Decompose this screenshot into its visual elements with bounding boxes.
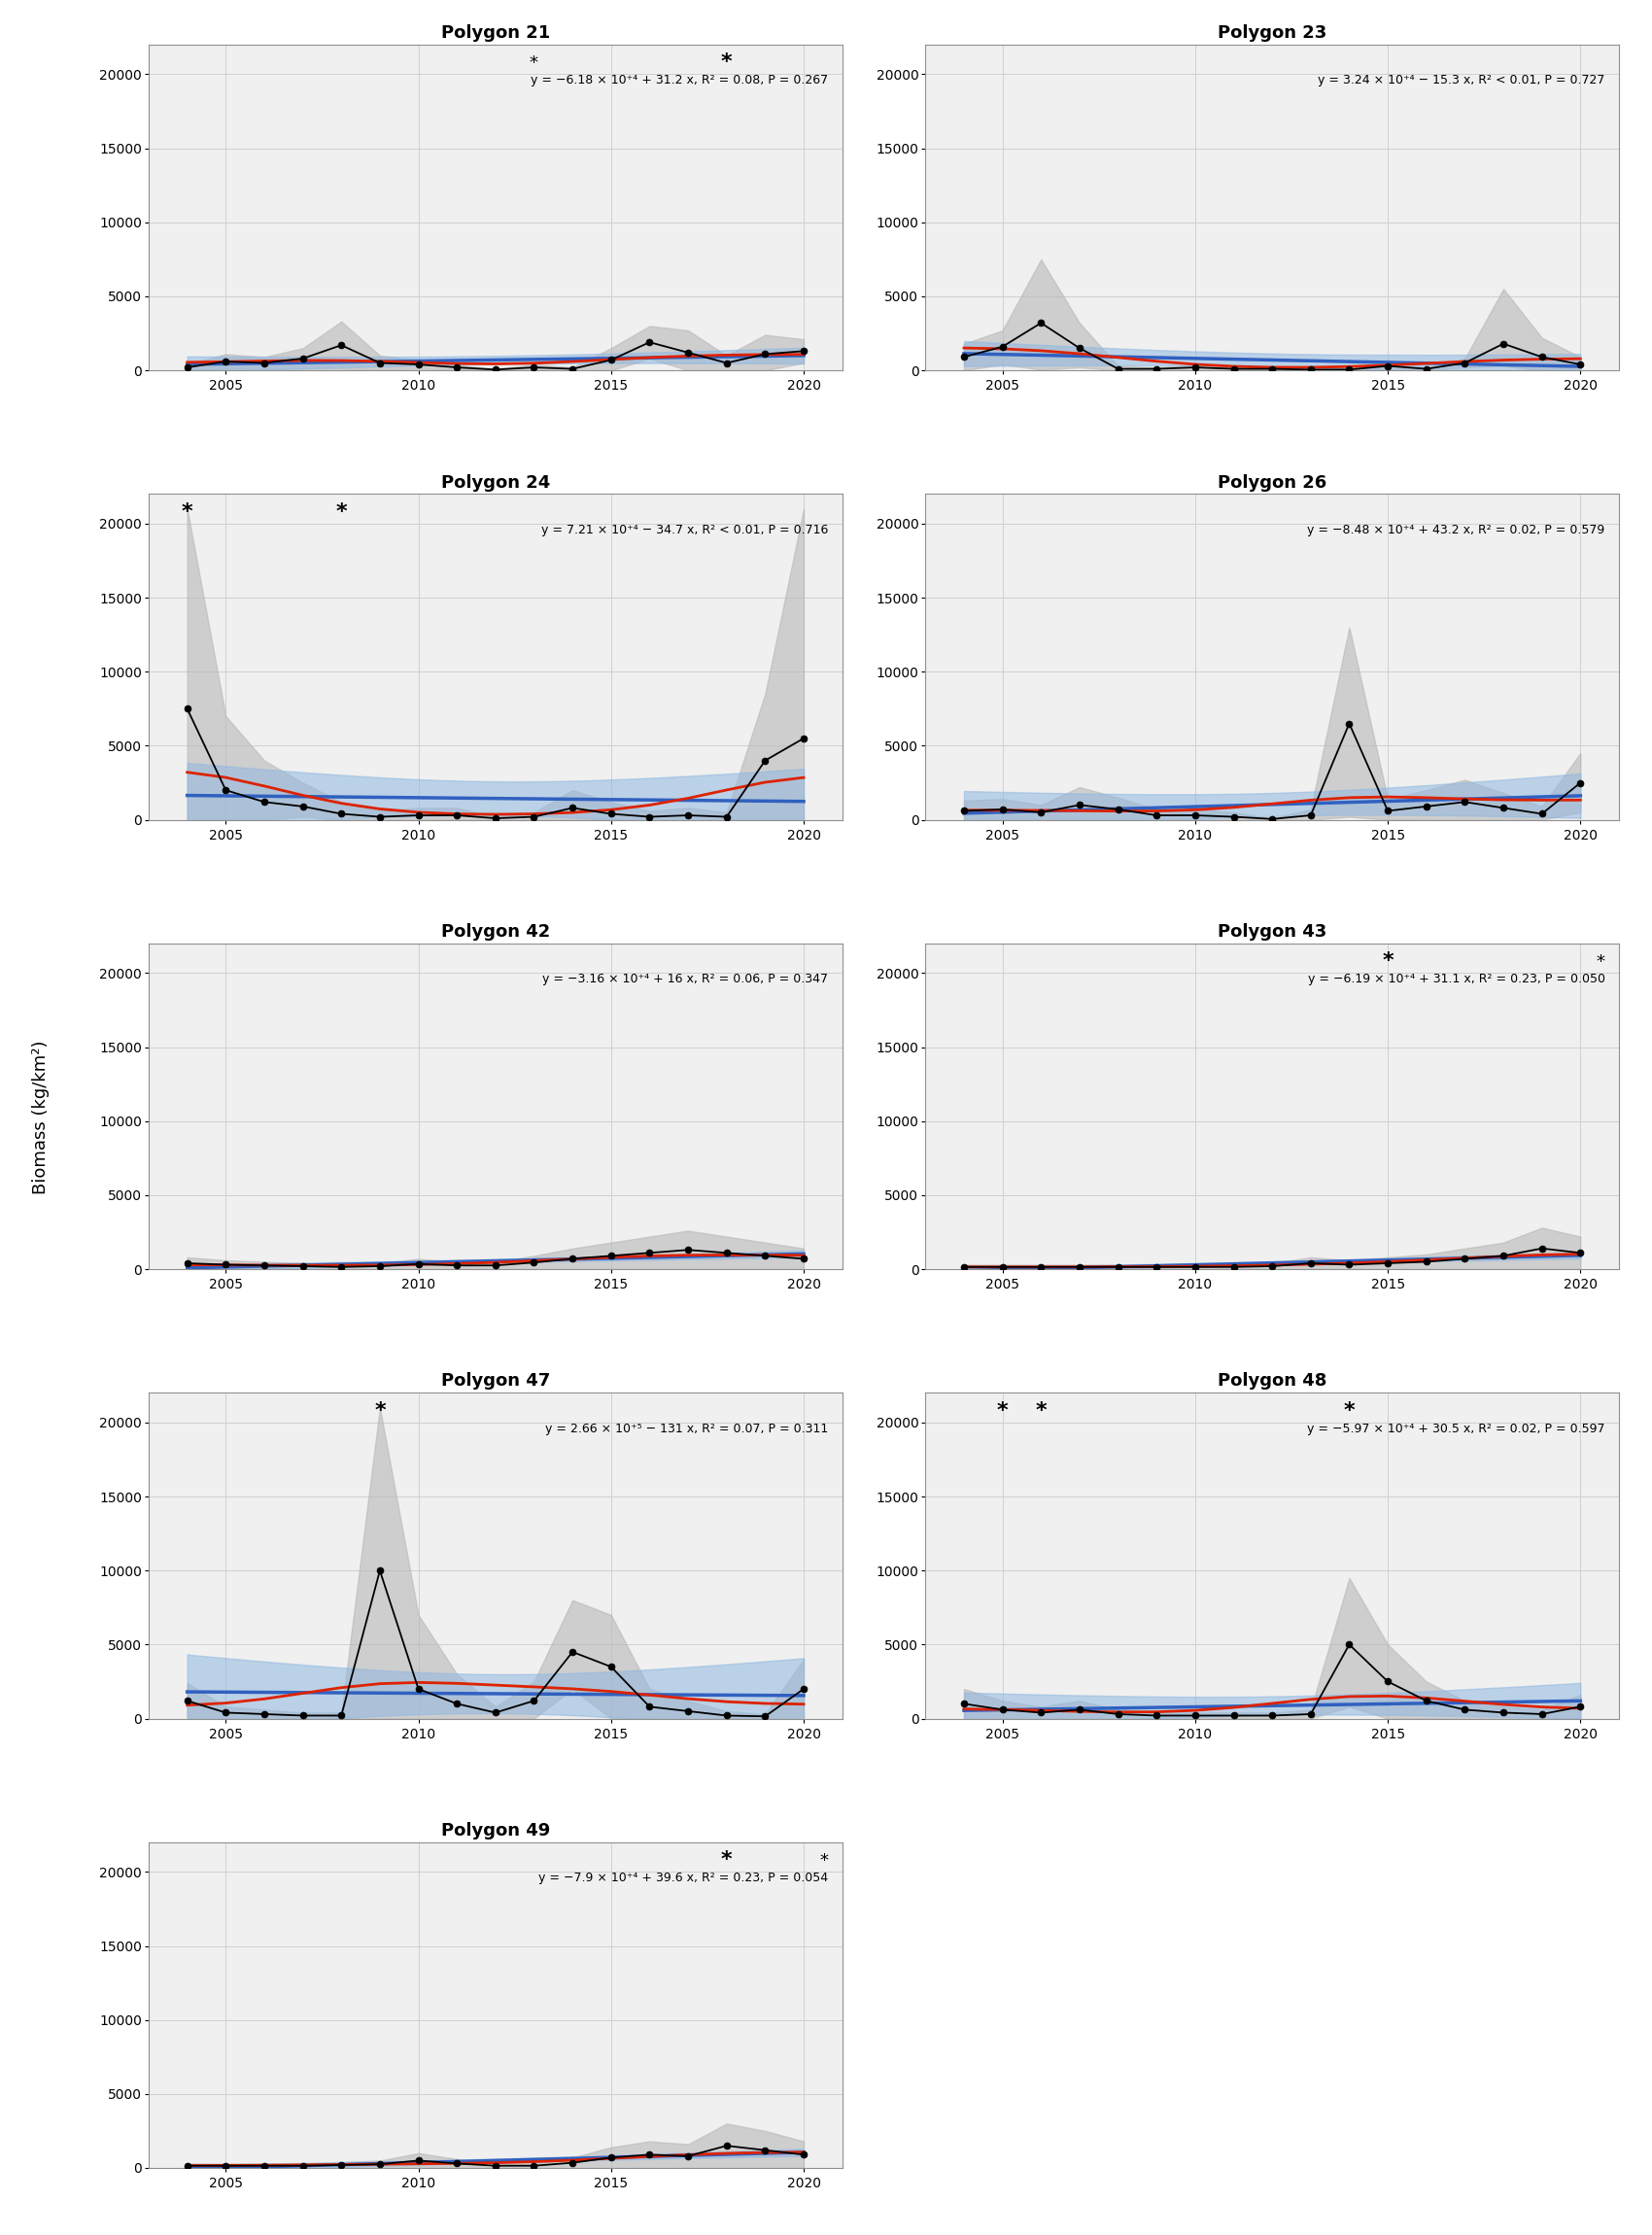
Text: *: * bbox=[182, 503, 193, 521]
Text: *: * bbox=[335, 503, 347, 521]
Text: *: * bbox=[529, 54, 539, 72]
Text: y = 2.66 × 10⁺⁵ − 131 x, R² = 0.07, P = 0.311: y = 2.66 × 10⁺⁵ − 131 x, R² = 0.07, P = … bbox=[545, 1421, 828, 1435]
Title: Polygon 24: Polygon 24 bbox=[441, 474, 550, 492]
Text: y = −6.19 × 10⁺⁴ + 31.1 x, R² = 0.23, P = 0.050: y = −6.19 × 10⁺⁴ + 31.1 x, R² = 0.23, P … bbox=[1308, 972, 1606, 986]
Text: y = −8.48 × 10⁺⁴ + 43.2 x, R² = 0.02, P = 0.579: y = −8.48 × 10⁺⁴ + 43.2 x, R² = 0.02, P … bbox=[1307, 523, 1606, 536]
Title: Polygon 26: Polygon 26 bbox=[1218, 474, 1327, 492]
Text: y = −7.9 × 10⁺⁴ + 39.6 x, R² = 0.23, P = 0.054: y = −7.9 × 10⁺⁴ + 39.6 x, R² = 0.23, P =… bbox=[539, 1871, 828, 1884]
Text: *: * bbox=[996, 1401, 1008, 1421]
Text: Biomass (kg/km²): Biomass (kg/km²) bbox=[33, 1042, 50, 1193]
Text: *: * bbox=[1596, 954, 1606, 970]
Title: Polygon 21: Polygon 21 bbox=[441, 25, 550, 42]
Text: *: * bbox=[1343, 1401, 1355, 1421]
Text: y = 3.24 × 10⁺⁴ − 15.3 x, R² < 0.01, P = 0.727: y = 3.24 × 10⁺⁴ − 15.3 x, R² < 0.01, P =… bbox=[1318, 74, 1606, 87]
Text: *: * bbox=[720, 1851, 732, 1871]
Title: Polygon 48: Polygon 48 bbox=[1218, 1372, 1327, 1390]
Title: Polygon 49: Polygon 49 bbox=[441, 1822, 550, 1839]
Text: *: * bbox=[1383, 952, 1393, 970]
Text: *: * bbox=[720, 54, 732, 72]
Text: *: * bbox=[1036, 1401, 1047, 1421]
Text: y = −3.16 × 10⁺⁴ + 16 x, R² = 0.06, P = 0.347: y = −3.16 × 10⁺⁴ + 16 x, R² = 0.06, P = … bbox=[542, 972, 828, 986]
Text: *: * bbox=[819, 1853, 828, 1868]
Text: y = −6.18 × 10⁺⁴ + 31.2 x, R² = 0.08, P = 0.267: y = −6.18 × 10⁺⁴ + 31.2 x, R² = 0.08, P … bbox=[530, 74, 828, 87]
Title: Polygon 42: Polygon 42 bbox=[441, 923, 550, 941]
Text: *: * bbox=[375, 1401, 385, 1421]
Title: Polygon 23: Polygon 23 bbox=[1218, 25, 1327, 42]
Title: Polygon 43: Polygon 43 bbox=[1218, 923, 1327, 941]
Text: y = −5.97 × 10⁺⁴ + 30.5 x, R² = 0.02, P = 0.597: y = −5.97 × 10⁺⁴ + 30.5 x, R² = 0.02, P … bbox=[1307, 1421, 1606, 1435]
Text: y = 7.21 × 10⁺⁴ − 34.7 x, R² < 0.01, P = 0.716: y = 7.21 × 10⁺⁴ − 34.7 x, R² < 0.01, P =… bbox=[542, 523, 828, 536]
Title: Polygon 47: Polygon 47 bbox=[441, 1372, 550, 1390]
